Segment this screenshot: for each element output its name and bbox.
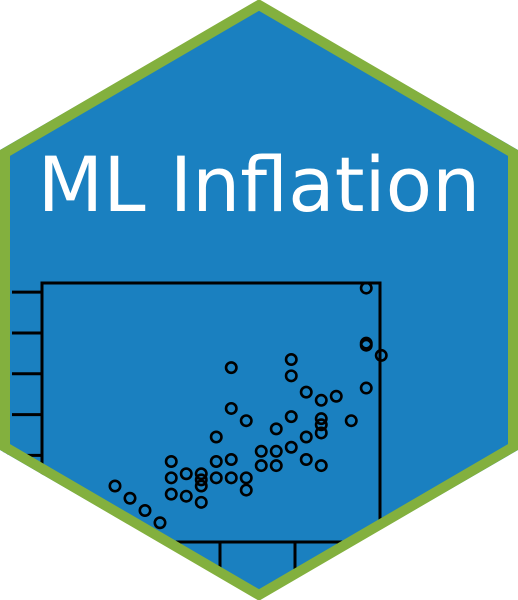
scatter-point [63, 503, 77, 517]
scatter-point [194, 495, 208, 509]
scatter-point [284, 410, 298, 424]
scatter-point [299, 452, 313, 466]
scatter-point [153, 516, 167, 530]
scatter-point [224, 471, 238, 485]
scatter-point [179, 467, 193, 481]
scatter-point [209, 455, 223, 469]
scatter-point [359, 381, 373, 395]
scatter-point [344, 414, 358, 428]
scatter-point [108, 516, 122, 530]
scatter-point [239, 471, 253, 485]
scatter-point [299, 430, 313, 444]
scatter-point [164, 471, 178, 485]
scatter-point [239, 483, 253, 497]
scatter-point [209, 471, 223, 485]
scatter-point [194, 479, 208, 493]
scatter-point [138, 503, 152, 517]
scatter-points [63, 281, 388, 534]
plot-frame [40, 281, 382, 544]
scatter-point [299, 385, 313, 399]
scatter-point [224, 452, 238, 466]
scatter-point [284, 352, 298, 366]
scatter-point [359, 336, 373, 350]
scatter-point [284, 440, 298, 454]
logo-title: ML Inflation [38, 140, 481, 229]
scatter-point [164, 455, 178, 469]
scatter-point [314, 418, 328, 432]
scatter-point [314, 393, 328, 407]
scatter-point [108, 479, 122, 493]
scatter-point [224, 361, 238, 375]
scatter-point [329, 389, 343, 403]
scatter-point [63, 520, 77, 534]
scatter-point [123, 491, 137, 505]
scatter-point [269, 444, 283, 458]
scatter-point [314, 412, 328, 426]
scatter-point [179, 489, 193, 503]
y-tick-label: 20 [3, 490, 13, 502]
scatter-point [314, 426, 328, 440]
scatter-point [269, 422, 283, 436]
scatter-point [314, 459, 328, 473]
scatter-point [284, 369, 298, 383]
scatter-point [209, 430, 223, 444]
scatter-point [269, 459, 283, 473]
scatter-point [164, 487, 178, 501]
scatter-point [194, 473, 208, 487]
scatter-point [194, 467, 208, 481]
scatter-point [239, 414, 253, 428]
y-tick-label: 0 [3, 534, 13, 540]
scatter-point [254, 444, 268, 458]
scatter-point [224, 401, 238, 415]
scatter-point [254, 459, 268, 473]
